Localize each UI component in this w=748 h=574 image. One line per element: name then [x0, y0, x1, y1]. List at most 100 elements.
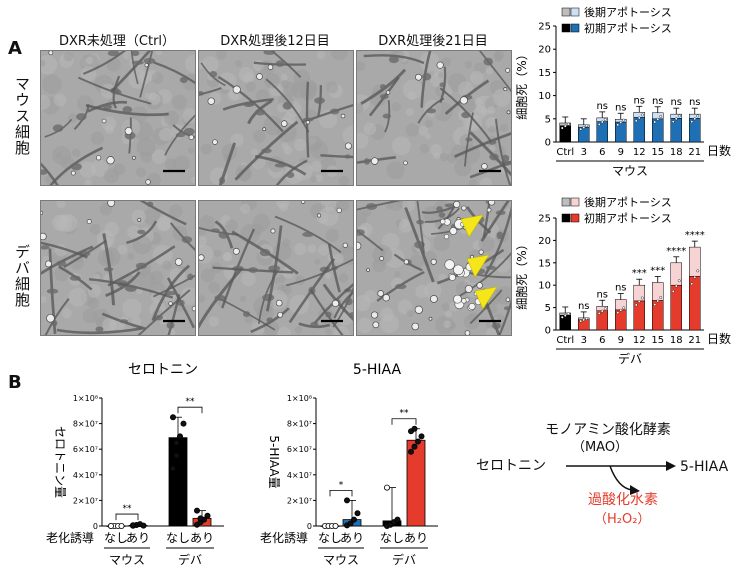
data-point [582, 318, 586, 322]
cell-body [495, 210, 506, 216]
y-tick-label: 4×10⁷ [287, 471, 312, 480]
texture-speck [405, 108, 414, 116]
y-tick-label: 20 [538, 45, 551, 56]
texture-speck [104, 221, 120, 237]
texture-speck [41, 54, 58, 75]
floating-cell [41, 210, 44, 215]
floating-cell [86, 218, 92, 225]
micrograph-image [357, 201, 511, 335]
floating-cell [70, 170, 76, 176]
cell-body [143, 57, 156, 64]
cell-body [438, 212, 446, 218]
group-label-nmr: デバ [178, 552, 202, 567]
y-tick-label: 1×10⁸ [73, 394, 98, 403]
cell-body [135, 262, 148, 269]
legend-swatch-ctrl [561, 197, 571, 207]
cell-body [489, 153, 499, 161]
texture-speck [419, 52, 440, 72]
y-tick-label: 25 [538, 22, 551, 33]
texture-speck [315, 174, 323, 182]
floating-cell [461, 205, 467, 211]
texture-speck [406, 309, 414, 317]
significance-label: **** [666, 246, 686, 257]
texture-speck [474, 97, 484, 106]
data-point [674, 284, 678, 288]
texture-speck [142, 207, 161, 226]
y-tick-label: 8×10⁷ [73, 420, 98, 429]
data-point [597, 123, 601, 126]
byproduct-formula: （H₂O₂） [594, 512, 650, 527]
cell-body [255, 108, 266, 116]
floating-cell [331, 299, 340, 308]
floating-cell [262, 127, 267, 132]
floating-cell [379, 256, 384, 261]
texture-speck [41, 59, 46, 67]
texture-speck [282, 238, 291, 247]
data-point [343, 497, 350, 504]
floating-cell [478, 249, 484, 255]
micrograph-image [357, 51, 511, 185]
cell-process [384, 100, 391, 133]
dead-cell-cluster [453, 264, 464, 276]
legend-label: 後期アポトーシス [584, 196, 672, 209]
x-tick-label: 21 [688, 147, 701, 158]
cell-body [365, 203, 378, 210]
floating-cell [124, 127, 133, 135]
cell-body [485, 265, 496, 270]
cell-body [422, 72, 432, 81]
floating-cell [481, 163, 488, 170]
significance-label: ns [633, 95, 645, 106]
data-point [659, 296, 663, 299]
texture-speck [190, 176, 195, 184]
texture-speck [252, 130, 266, 143]
chart-title: セロトニン [128, 362, 198, 378]
cell-body [113, 89, 122, 95]
texture-speck [493, 52, 503, 62]
x-tick-label: あり [126, 531, 150, 545]
cell-body [379, 93, 389, 100]
data-point [332, 522, 339, 529]
data-point [560, 126, 564, 130]
cell-body [210, 228, 220, 233]
data-point [622, 118, 626, 122]
cell-body [209, 71, 218, 78]
legend-label: 初期アポトーシス [584, 211, 672, 225]
texture-speck [171, 94, 187, 110]
texture-speck [53, 93, 67, 107]
floating-cell [411, 322, 420, 331]
significance-label: ns [615, 283, 627, 294]
texture-speck [127, 225, 141, 239]
cell-body [363, 158, 371, 165]
legend-swatch-ctrl [561, 7, 571, 17]
group-label-nmr: デバ [392, 552, 416, 567]
texture-speck [55, 214, 73, 232]
cell-body [166, 321, 175, 329]
texture-speck [251, 223, 264, 235]
row-header-mouse: マウス細胞 [13, 76, 31, 156]
x-tick-label: 3 [581, 147, 587, 158]
group-label-mouse: マウス [109, 553, 145, 567]
texture-speck [131, 209, 146, 225]
data-point [579, 127, 583, 131]
x-tick-label: 15 [651, 335, 664, 346]
chart-title: 5-HIAA [353, 362, 402, 378]
x-axis-label: 日数 [707, 331, 731, 346]
cell-process [87, 100, 128, 113]
texture-speck [225, 219, 238, 233]
texture-speck [199, 215, 216, 231]
micrograph-mouse-ctrl [40, 50, 196, 186]
cell-process [217, 75, 284, 133]
floating-cell [232, 247, 240, 255]
data-point [204, 512, 211, 519]
x-axis-label: 老化誘導 [46, 531, 94, 545]
texture-speck [273, 277, 281, 284]
significance-label: ns [689, 97, 701, 108]
cell-process [416, 201, 425, 254]
legend-label: 初期アポトーシス [584, 21, 672, 35]
micrograph-image [41, 201, 195, 335]
data-point [197, 515, 204, 522]
texture-speck [200, 268, 215, 283]
texture-speck [439, 153, 449, 162]
cell-body [501, 154, 510, 162]
texture-speck [56, 201, 66, 209]
